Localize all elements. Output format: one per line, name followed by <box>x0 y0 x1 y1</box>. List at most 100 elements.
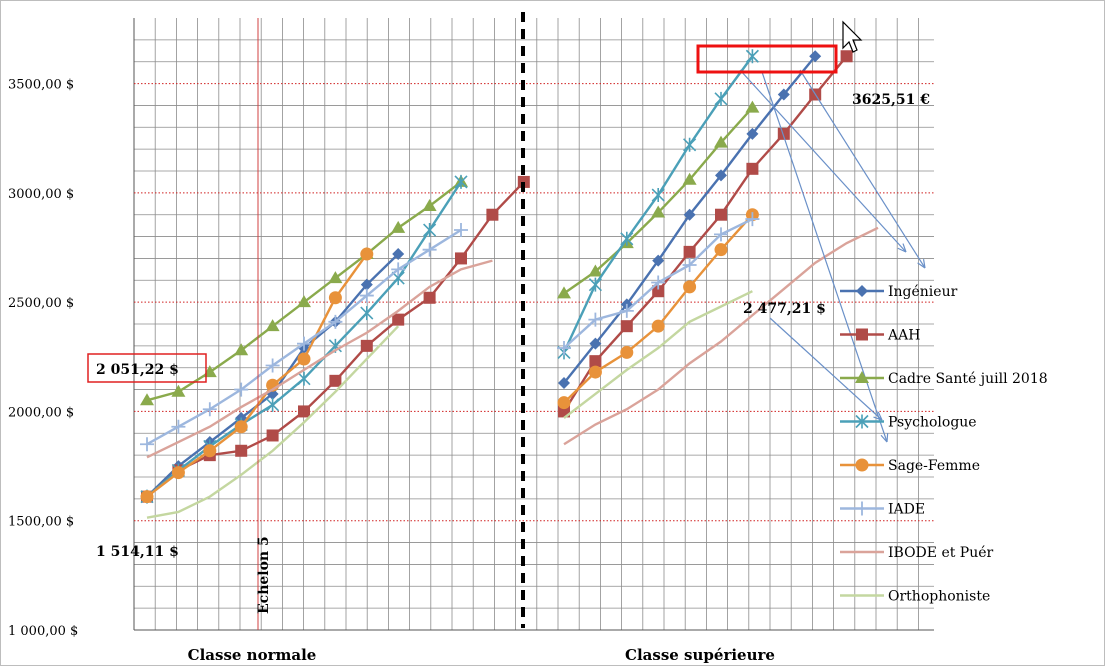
legend-item-5: IADE <box>840 501 925 518</box>
series-7 <box>146 290 753 519</box>
legend-item-6: IBODE et Puér <box>840 545 994 561</box>
series-point <box>745 212 760 227</box>
series-point <box>558 377 570 390</box>
series-point <box>391 220 406 233</box>
series-point <box>297 295 311 308</box>
series-point <box>746 127 759 140</box>
series-point <box>235 444 248 457</box>
cursor-icon <box>842 20 863 53</box>
series-line-normale <box>146 259 493 459</box>
series-point <box>171 466 185 480</box>
plot-grid <box>133 18 934 630</box>
series-point <box>454 223 468 238</box>
series-point <box>455 252 467 265</box>
series-point <box>557 396 571 410</box>
series-point <box>652 285 665 298</box>
callout-arrowhead <box>917 259 926 269</box>
series-point <box>203 444 217 458</box>
series-point <box>651 275 666 290</box>
annotation-2051: 2 051,22 $ <box>96 362 179 378</box>
series-point <box>683 208 696 221</box>
series-point <box>682 257 697 272</box>
series-line-normale <box>146 325 400 519</box>
series-point <box>777 127 790 140</box>
series-point <box>140 437 154 452</box>
series-point <box>486 208 499 221</box>
y-tick-label: 2500,00 $ <box>8 296 74 311</box>
series-point <box>171 384 186 397</box>
series-point <box>745 100 760 113</box>
series-point <box>423 291 436 304</box>
legend: Ingénieur AAH Cadre Santé juill 2018 Psycho… <box>840 284 1048 605</box>
series-point <box>392 313 405 326</box>
series-point <box>234 343 249 356</box>
series-point <box>328 271 343 284</box>
series-point <box>557 286 571 299</box>
legend-item-4: Sage-Femme <box>840 458 980 474</box>
y-tick-label: 1 000,00 $ <box>8 624 78 639</box>
series-point <box>745 49 759 64</box>
category-label-normale: Classe normale <box>188 646 317 664</box>
legend-swatch-marker <box>855 501 869 516</box>
series-point <box>683 280 697 294</box>
series-point <box>171 419 186 434</box>
series-point <box>391 262 406 277</box>
series-point <box>517 175 530 188</box>
series-point <box>234 382 249 397</box>
legend-label: Sage-Femme <box>888 458 980 474</box>
legend-label: Psychologue <box>888 415 977 431</box>
annotation-3625: 3625,51 € <box>852 92 930 108</box>
legend-label: Ingénieur <box>888 284 958 300</box>
series-point <box>777 88 790 101</box>
legend-swatch-marker <box>856 328 868 341</box>
series-point <box>297 352 311 366</box>
series-point <box>619 303 634 318</box>
series-point <box>588 264 603 277</box>
series-point <box>360 339 373 352</box>
series-5 <box>140 212 760 452</box>
highlight-box-cadre <box>87 353 207 383</box>
series-point <box>422 198 437 211</box>
annotation-2477: 2 477,21 $ <box>743 301 826 317</box>
series-point <box>651 319 665 333</box>
legend-label: IADE <box>888 502 925 518</box>
series-point <box>422 242 437 257</box>
series-line-superieure <box>563 226 879 446</box>
legend-item-3: Psychologue <box>840 414 977 431</box>
callout-arrowhead <box>873 411 883 421</box>
legend-swatch-marker <box>856 285 868 297</box>
series-1 <box>141 50 853 503</box>
series-point <box>266 397 280 412</box>
series-point <box>683 245 696 258</box>
y-axis: 1 000,00 $ 1500,00 $ 2000,00 $ 2500,00 $ 300… <box>8 18 934 639</box>
series-point <box>714 243 728 257</box>
series-point <box>714 227 728 242</box>
series-point <box>652 254 665 267</box>
legend-item-2: Cadre Santé juill 2018 <box>840 371 1048 387</box>
legend-swatch-marker <box>855 371 869 383</box>
y-tick-label: 1500,00 $ <box>8 515 74 530</box>
series-point <box>265 319 280 332</box>
series-point <box>714 91 728 106</box>
series-point <box>715 169 727 182</box>
series-point <box>589 355 602 368</box>
series-point <box>809 50 822 63</box>
series-point <box>620 320 633 333</box>
series-point <box>620 231 634 246</box>
legend-label: Orthophoniste <box>888 589 990 605</box>
series-point <box>140 490 154 504</box>
legend-label: AAH <box>887 328 920 344</box>
series-point <box>423 223 437 238</box>
series-point <box>359 288 374 303</box>
series-point <box>360 306 374 321</box>
series-point <box>392 248 405 261</box>
series-4 <box>140 208 759 504</box>
annotation-1514: 1 514,11 $ <box>96 544 179 560</box>
series-point <box>683 137 697 152</box>
legend-label: Cadre Santé juill 2018 <box>888 371 1048 387</box>
series-point <box>297 336 311 351</box>
series-point <box>557 341 571 356</box>
series-point <box>746 162 759 175</box>
series-point <box>360 247 374 261</box>
